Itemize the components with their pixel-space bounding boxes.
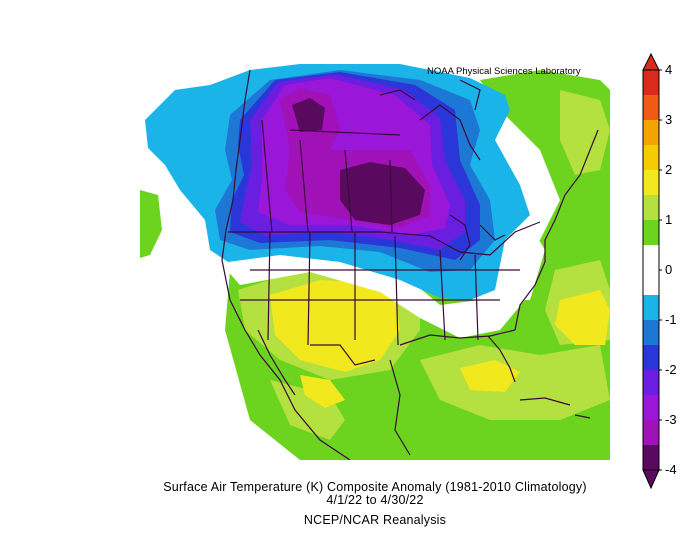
anomaly-region-core-north [292, 98, 325, 132]
anomaly-region-core [340, 162, 425, 225]
anomaly-region-white-band [225, 260, 525, 338]
caption-source: NCEP/NCAR Reanalysis [303, 513, 447, 527]
credit-label: NOAA Physical Sciences Laboratory [427, 66, 581, 77]
anomaly-region-yellow-southwest [270, 280, 400, 372]
anomaly-region-lightgreen-gulf [420, 345, 610, 420]
anomaly-region-green-west-coast [140, 190, 162, 258]
caption-title: Surface Air Temperature (K) Composite An… [163, 480, 587, 494]
anomaly-region-lightgreen [560, 90, 610, 175]
anomaly-region-yellow-atlantic [555, 290, 610, 345]
anomaly-region-yellow-gulf [460, 360, 520, 392]
anomaly-region-yellow-mexico [300, 375, 345, 408]
caption-date-range: 4/1/22 to 4/30/22 [326, 493, 424, 507]
anomaly-region-white-east [495, 225, 545, 300]
map-outlines [221, 69, 599, 460]
